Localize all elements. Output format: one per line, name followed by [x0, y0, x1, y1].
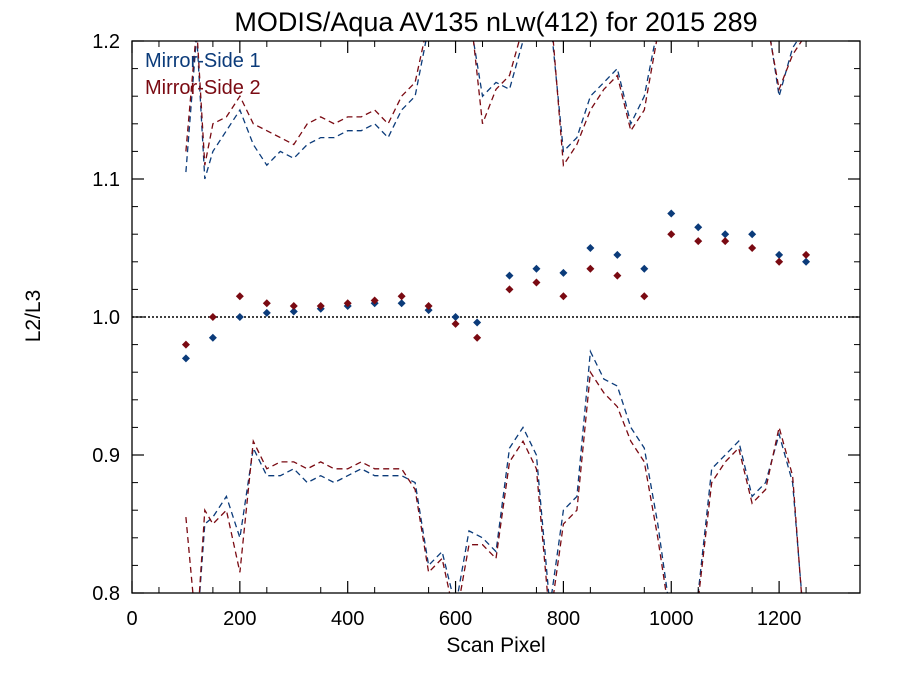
series-2-point	[262, 299, 271, 308]
x-tick-label: 200	[223, 608, 256, 630]
series-1-point	[208, 333, 217, 342]
series-1-point	[424, 306, 433, 315]
series-2-point	[559, 292, 568, 301]
series-2-point	[397, 292, 406, 301]
y-axis-ticks: 0.8 0.9 1.0 1.1 1.2	[92, 31, 860, 605]
series-1-point	[802, 257, 811, 266]
x-tick-label: 0	[126, 608, 137, 630]
series-2-lower-bound-line	[185, 370, 803, 593]
series-1-point	[505, 271, 514, 280]
series-1-point	[262, 308, 271, 317]
series-1-point	[181, 354, 190, 363]
series-layer	[181, 41, 811, 593]
series-2-point	[289, 301, 298, 310]
series-1-point	[775, 250, 784, 259]
legend: Mirror-Side 1 Mirror-Side 2	[145, 50, 261, 99]
series-2-point	[775, 257, 784, 266]
x-tick-label: 800	[547, 608, 580, 630]
y-tick-label: 0.9	[92, 445, 120, 467]
y-tick-label: 1.2	[92, 31, 120, 53]
series-1-point	[235, 313, 244, 321]
series-2-point	[208, 313, 217, 321]
series-1-point	[289, 307, 298, 316]
series-2-point	[235, 292, 244, 301]
y-tick-label: 1.1	[92, 169, 120, 191]
series-1-point	[613, 250, 622, 259]
series-2-point	[586, 264, 595, 273]
legend-mirror-side-1: Mirror-Side 1	[145, 50, 261, 72]
series-2-point	[667, 230, 676, 239]
series-1-point	[748, 230, 757, 239]
series-1-point	[586, 244, 595, 252]
series-1-point	[667, 209, 676, 218]
x-tick-label: 400	[331, 608, 364, 630]
series-1-point	[397, 299, 406, 308]
chart-title: MODIS/Aqua AV135 nLw(412) for 2015 289	[234, 7, 757, 37]
series-1-lower-bound-line	[199, 349, 803, 593]
series-1-point	[640, 264, 649, 273]
series-2-point	[613, 271, 622, 280]
y-axis-label: L2/L3	[22, 290, 45, 343]
series-2-point	[343, 299, 352, 308]
x-tick-label: 1200	[757, 608, 802, 630]
series-1-upper-bound-line	[185, 41, 798, 180]
series-1-point	[559, 268, 568, 277]
series-2	[181, 41, 811, 593]
y-tick-label: 1.0	[92, 307, 120, 329]
series-2-point	[316, 301, 325, 310]
series-1	[181, 41, 811, 593]
series-1-point	[473, 318, 482, 327]
series-2-point	[505, 285, 514, 294]
series-1-point	[721, 230, 730, 239]
series-2-upper-bound-line	[185, 41, 803, 168]
series-1-point	[451, 313, 460, 321]
series-1-point	[532, 264, 541, 273]
series-2-point	[748, 244, 757, 252]
series-1-point	[694, 223, 703, 232]
series-2-point	[451, 319, 460, 328]
legend-mirror-side-2: Mirror-Side 2	[145, 77, 261, 99]
series-2-point	[802, 250, 811, 259]
series-2-point	[473, 333, 482, 342]
series-2-point	[640, 292, 649, 301]
series-2-point	[532, 278, 541, 287]
series-2-point	[424, 301, 433, 310]
series-2-point	[694, 237, 703, 246]
x-tick-label: 1000	[649, 608, 694, 630]
x-axis-ticks: 0 200 400 600 800 1000 1200	[126, 41, 807, 630]
y-tick-label: 0.8	[92, 583, 120, 605]
x-axis-label: Scan Pixel	[446, 634, 545, 657]
x-tick-label: 600	[439, 608, 472, 630]
series-2-point	[721, 237, 730, 246]
series-2-point	[370, 296, 379, 305]
series-2-point	[181, 340, 190, 349]
